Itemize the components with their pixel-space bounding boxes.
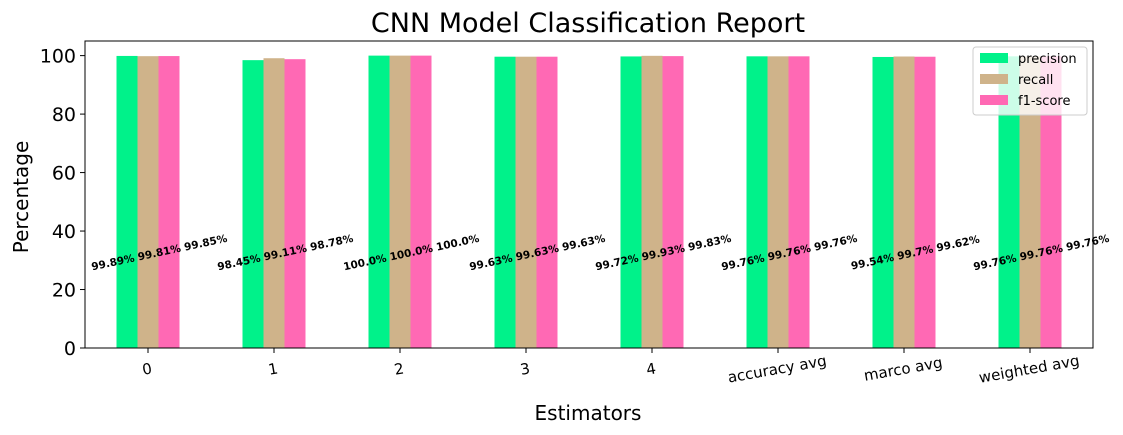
x-tick-label: 2 bbox=[393, 359, 406, 378]
legend-label-f1-score: f1-score bbox=[1018, 94, 1070, 109]
bar-recall-2 bbox=[389, 55, 411, 348]
data-label-f1-score-4: 99.83% bbox=[687, 233, 733, 254]
x-tick-label: accuracy avg bbox=[726, 352, 828, 387]
bar-f1-score-6 bbox=[914, 56, 936, 348]
data-label-f1-score-0: 99.85% bbox=[183, 233, 229, 254]
bar-precision-1 bbox=[242, 60, 264, 349]
bar-precision-3 bbox=[494, 56, 516, 348]
y-axis: 0 20 40 60 80 100 bbox=[40, 46, 85, 360]
legend-label-precision: precision bbox=[1018, 52, 1077, 67]
bar-precision-0 bbox=[116, 55, 138, 348]
x-axis-label: Estimators bbox=[535, 401, 642, 425]
bar-f1-score-1 bbox=[284, 59, 306, 348]
x-tick-label: 4 bbox=[645, 359, 658, 378]
bar-f1-score-4 bbox=[662, 56, 684, 349]
y-tick-label: 0 bbox=[64, 338, 76, 360]
bar-recall-0 bbox=[137, 56, 159, 349]
plot-frame bbox=[84, 40, 1094, 349]
data-label-f1-score-1: 98.78% bbox=[309, 233, 355, 254]
bar-precision-6 bbox=[872, 56, 894, 349]
bar-recall-4 bbox=[641, 55, 663, 348]
legend-swatch-precision bbox=[980, 53, 1008, 63]
legend: precision recall f1-score bbox=[972, 46, 1088, 116]
bar-recall-6 bbox=[893, 56, 915, 349]
y-tick-label: 100 bbox=[40, 46, 76, 68]
data-label-f1-score-5: 99.76% bbox=[813, 233, 859, 254]
bar-f1-score-5 bbox=[788, 56, 810, 348]
x-tick-label: 0 bbox=[141, 359, 154, 378]
x-tick-label: weighted avg bbox=[977, 351, 1080, 386]
data-label-f1-score-2: 100.0% bbox=[435, 233, 481, 254]
bar-precision-4 bbox=[620, 56, 642, 348]
bar-precision-7 bbox=[998, 56, 1020, 348]
bar-f1-score-3 bbox=[536, 56, 558, 348]
y-tick-label: 60 bbox=[52, 163, 76, 185]
bar-recall-3 bbox=[515, 56, 537, 348]
data-label-f1-score-3: 99.63% bbox=[561, 233, 607, 254]
bar-precision-5 bbox=[746, 56, 768, 348]
bar-recall-7 bbox=[1019, 56, 1041, 348]
bars-layer bbox=[116, 55, 1062, 349]
legend-swatch-recall bbox=[980, 74, 1008, 84]
x-tick-label: 1 bbox=[267, 359, 280, 378]
bar-precision-2 bbox=[368, 55, 390, 348]
y-tick-label: 40 bbox=[52, 221, 76, 243]
legend-label-recall: recall bbox=[1018, 73, 1053, 88]
chart-title: CNN Model Classification Report bbox=[371, 8, 805, 39]
bar-f1-score-7 bbox=[1040, 56, 1062, 348]
x-tick-label: 3 bbox=[519, 359, 532, 378]
bar-f1-score-0 bbox=[158, 56, 180, 348]
bar-recall-1 bbox=[263, 58, 285, 348]
data-label-f1-score-7: 99.76% bbox=[1065, 233, 1111, 254]
y-axis-label: Percentage bbox=[9, 141, 33, 254]
y-tick-label: 80 bbox=[52, 104, 76, 126]
bar-f1-score-2 bbox=[410, 55, 432, 348]
bar-recall-5 bbox=[767, 56, 789, 348]
data-label-f1-score-6: 99.62% bbox=[936, 233, 982, 254]
x-axis: 0 1 2 3 4 accuracy avg marco avg weighted avg bbox=[141, 348, 1081, 387]
y-tick-label: 20 bbox=[52, 280, 76, 302]
x-tick-label: marco avg bbox=[862, 353, 943, 385]
legend-swatch-f1-score bbox=[980, 95, 1008, 105]
